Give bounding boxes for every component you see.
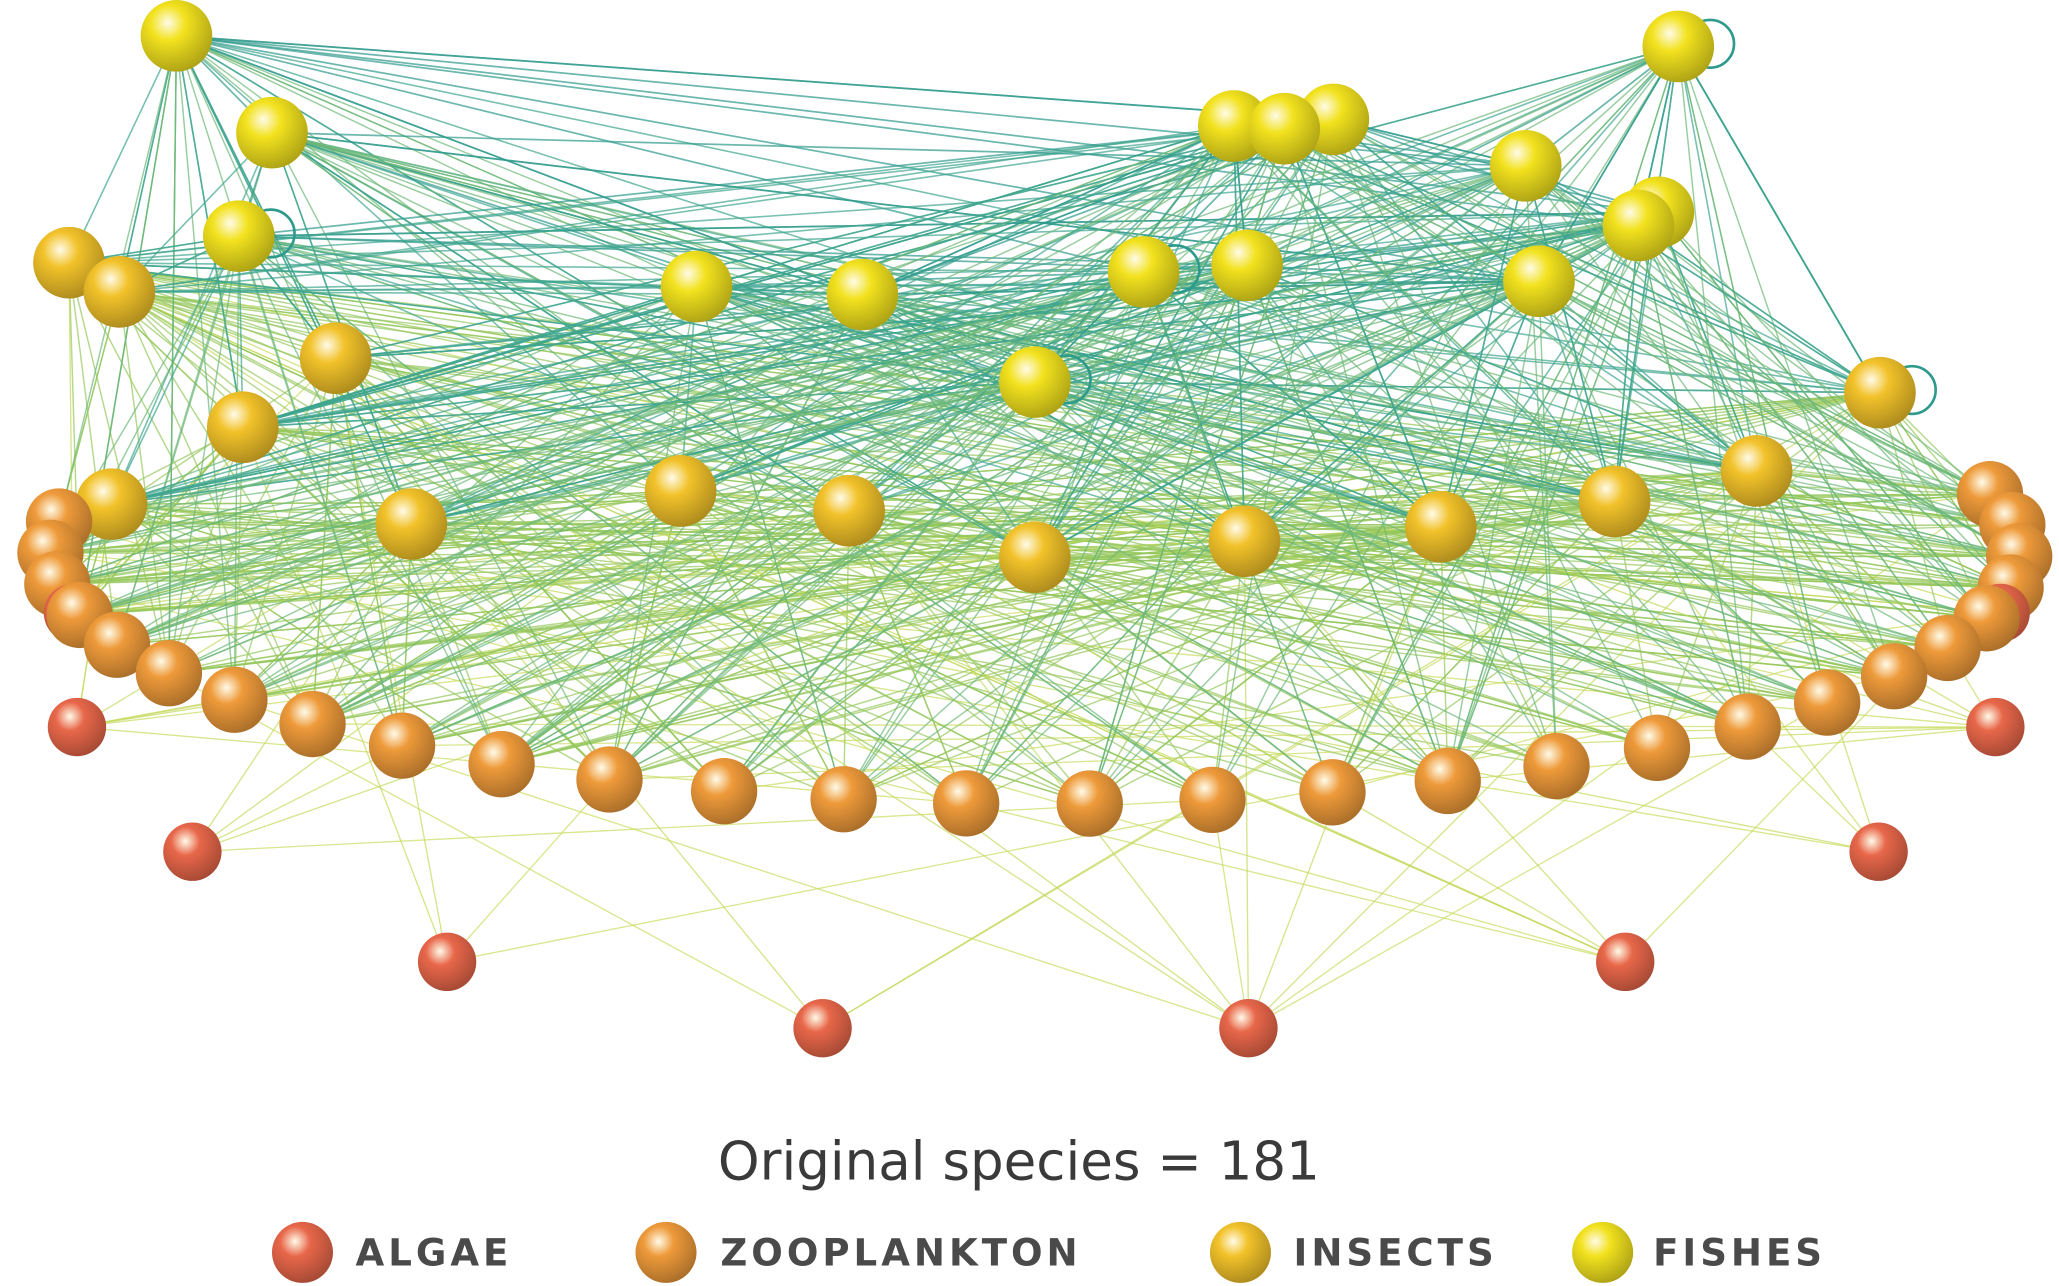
legend-label: ZOOPLANKTON: [720, 1232, 1081, 1275]
species-node: [1209, 505, 1281, 577]
species-node: [1523, 733, 1589, 799]
caption: Original species = 181: [718, 1130, 1320, 1192]
species-node: [1844, 357, 1916, 429]
species-node: [1108, 236, 1180, 308]
species-node: [1624, 715, 1690, 781]
species-node: [1248, 93, 1320, 165]
page: Original species = 181 ALGAE ZOOPLANKTON I…: [0, 0, 2059, 1286]
species-node: [1415, 748, 1481, 814]
species-node: [468, 731, 534, 797]
species-node: [1794, 669, 1860, 735]
species-node: [999, 521, 1071, 593]
species-node: [1966, 698, 2024, 756]
food-web: Original species = 181 ALGAE ZOOPLANKTON I…: [0, 0, 2059, 1286]
legend-label: ALGAE: [356, 1232, 513, 1275]
species-node: [236, 97, 308, 169]
species-node: [163, 823, 221, 881]
species-node: [1715, 693, 1781, 759]
edge: [69, 36, 176, 263]
legend-swatch: [1572, 1222, 1633, 1283]
species-node: [1490, 130, 1562, 202]
species-node: [207, 391, 279, 463]
species-node: [1849, 823, 1907, 881]
edge: [1213, 800, 1249, 1028]
species-node: [1861, 643, 1927, 709]
species-node: [300, 322, 372, 394]
species-node: [1721, 435, 1793, 507]
species-node: [1642, 11, 1714, 83]
species-node: [661, 251, 733, 323]
species-node: [48, 698, 106, 756]
species-node: [201, 667, 267, 733]
species-node: [810, 766, 876, 832]
species-node: [141, 0, 213, 72]
species-node: [1603, 190, 1675, 262]
species-node: [999, 346, 1071, 418]
species-node: [1299, 759, 1365, 825]
edge: [1333, 119, 1990, 494]
species-node: [279, 691, 345, 757]
edge: [1638, 226, 1986, 619]
legend-swatch: [272, 1222, 333, 1283]
edge: [336, 358, 447, 962]
species-node: [84, 256, 156, 328]
legend-swatch: [1210, 1222, 1271, 1283]
species-node: [691, 758, 757, 824]
species-node: [1503, 245, 1575, 317]
legend-swatch: [635, 1222, 696, 1283]
species-node: [1057, 770, 1123, 836]
species-node: [645, 455, 717, 527]
edge: [176, 36, 1658, 212]
scene: Original species = 181 ALGAE ZOOPLANKTON I…: [17, 0, 2052, 1283]
species-node: [1596, 933, 1654, 991]
legend-label: INSECTS: [1294, 1232, 1498, 1275]
species-node: [1405, 491, 1477, 563]
legend: ALGAE ZOOPLANKTON INSECTS FISHES: [272, 1222, 1826, 1283]
species-node: [933, 770, 999, 836]
species-node: [369, 712, 435, 778]
species-node: [1219, 999, 1277, 1057]
species-node: [813, 475, 885, 547]
species-node: [418, 933, 476, 991]
species-node: [827, 259, 899, 331]
species-node: [136, 640, 202, 706]
legend-label: FISHES: [1653, 1232, 1826, 1275]
species-node: [793, 999, 851, 1057]
species-node: [375, 488, 447, 560]
species-node: [1179, 767, 1245, 833]
species-node: [576, 746, 642, 812]
species-node: [1211, 230, 1283, 302]
species-node: [203, 200, 275, 272]
species-node: [1579, 466, 1651, 538]
